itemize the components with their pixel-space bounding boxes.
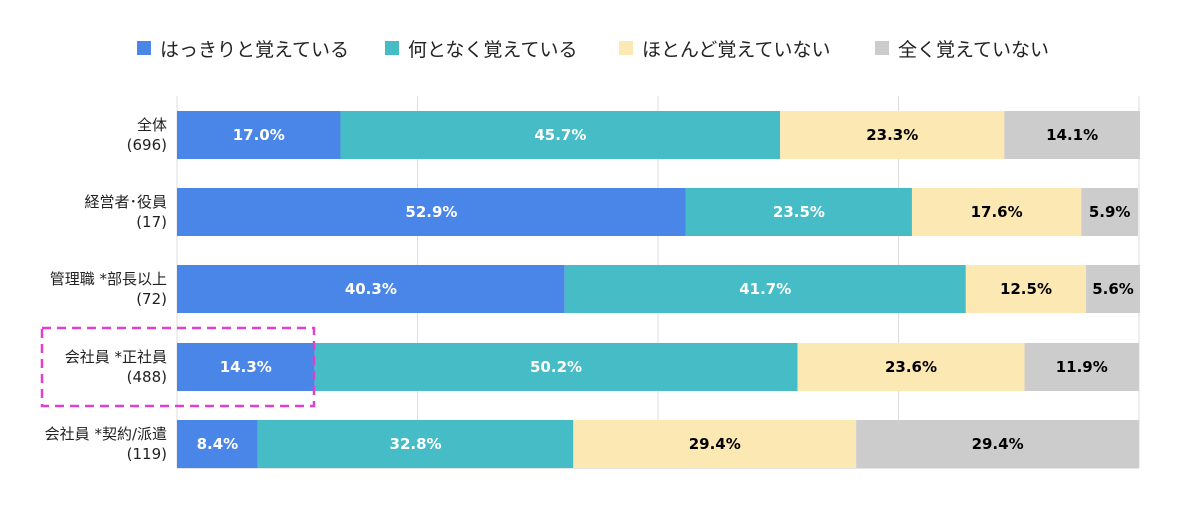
category-count-1: (696) [127,136,167,154]
legend-label-4: 全く覚えていない [898,39,1049,61]
bar-segment-4-3 [797,343,1025,391]
category-count-4: (488) [127,368,167,386]
bar-segment-4-2 [314,343,798,391]
bar-segment-1-3 [780,111,1005,159]
value-label-4-3: 23.6% [885,358,937,376]
value-label-1-3: 23.3% [866,126,918,144]
category-label-5: 会社員 *契約/派遣 [45,425,167,443]
bar-segment-5-3 [573,420,857,468]
value-label-1-4: 14.1% [1046,126,1098,144]
value-label-3-1: 40.3% [345,280,397,298]
bar-segment-4-4 [1024,343,1139,391]
bar-segment-2-2 [685,188,912,236]
legend-label-2: 何となく覚えている [408,39,577,61]
bar-segment-2-4 [1081,188,1139,236]
value-label-3-3: 12.5% [1000,280,1052,298]
category-count-5: (119) [127,445,167,463]
value-label-5-1: 8.4% [197,435,239,453]
value-label-4-4: 11.9% [1056,358,1108,376]
bar-segment-3-4 [1086,265,1140,313]
highlight-rect [40,326,316,408]
category-label-1: 全体 [137,116,167,134]
value-label-4-2: 50.2% [530,358,582,376]
bar-segment-5-4 [856,420,1139,468]
bar-segment-5-2 [257,420,574,468]
value-label-2-4: 5.9% [1089,203,1131,221]
value-label-5-2: 32.8% [390,435,442,453]
value-label-4-1: 14.3% [220,358,272,376]
legend-swatch-2 [385,41,399,55]
bar-segment-3-2 [564,265,966,313]
value-label-5-4: 29.4% [972,435,1024,453]
category-labels: 全体 (696) 経営者･役員 (17) 管理職 *部長以上 (72) 会社員 *正社員 (4… [45,116,167,463]
value-label-2-2: 23.5% [773,203,825,221]
value-label-2-3: 17.6% [971,203,1023,221]
value-label-2-1: 52.9% [405,203,457,221]
bar-segment-1-4 [1004,111,1140,159]
legend-label-1: はっきりと覚えている [160,39,349,61]
bar-segment-4-1 [177,343,315,391]
category-label-3: 管理職 *部長以上 [50,270,167,288]
legend-swatch-4 [875,41,889,55]
category-label-4: 会社員 *正社員 [65,348,167,366]
value-label-3-2: 41.7% [739,280,791,298]
value-label-1-1: 17.0% [233,126,285,144]
value-label-1-2: 45.7% [534,126,586,144]
value-labels: 17.0% 45.7% 23.3% 14.1% 52.9% 23.5% 17.6% 5.9% 4… [197,126,1134,453]
bar-segment-1-2 [340,111,781,159]
category-count-3: (72) [136,290,167,308]
category-label-2: 経営者･役員 [84,193,167,211]
bar-segment-2-1 [177,188,686,236]
highlight-box [40,326,316,408]
value-label-5-3: 29.4% [689,435,741,453]
bar-segment-2-3 [911,188,1082,236]
bar-segment-5-1 [177,420,258,468]
legend-swatch-1 [137,41,151,55]
bars [177,111,1140,468]
legend: はっきりと覚えている 何となく覚えている ほとんど覚えていない 全く覚えていない [137,39,1049,61]
bar-segment-1-1 [177,111,341,159]
bar-segment-3-3 [965,265,1087,313]
value-label-3-4: 5.6% [1092,280,1134,298]
bar-segment-3-1 [177,265,565,313]
legend-swatch-3 [619,41,633,55]
legend-label-3: ほとんど覚えていない [642,39,830,61]
category-count-2: (17) [136,213,167,231]
